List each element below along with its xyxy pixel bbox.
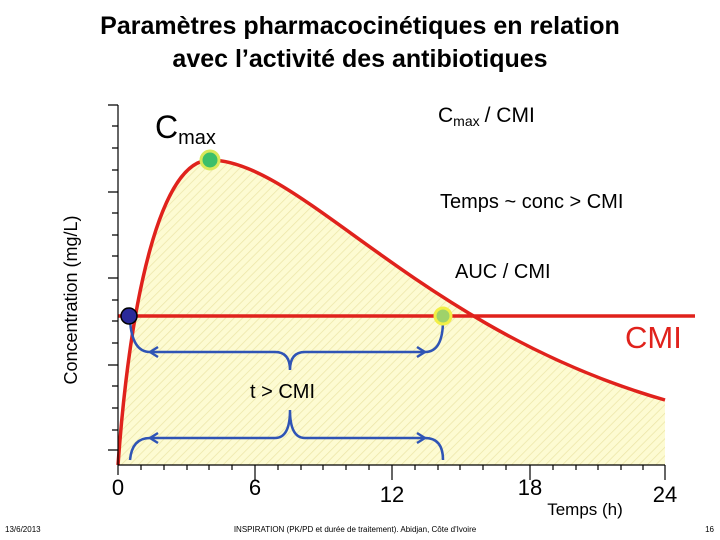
cmax-point: [199, 149, 221, 171]
t-cmi-label: t > CMI: [250, 381, 315, 403]
concentration-curve: [116, 158, 666, 466]
brackets: [128, 319, 445, 461]
x-tick-label: 0: [112, 475, 124, 500]
x-tick-label: 24: [653, 482, 677, 507]
cmi-label: CMI: [625, 320, 682, 355]
end-point: [433, 306, 453, 326]
x-tick-label: 12: [380, 482, 404, 507]
footer-source: INSPIRATION (PK/PD et durée de traitemen…: [234, 525, 477, 534]
title: avec l’activité des antibiotiques: [172, 45, 547, 73]
y-axis-label: Concentration (mg/L): [61, 215, 81, 384]
auc-area: [118, 160, 665, 465]
auc-label: AUC / CMI: [455, 261, 551, 283]
footer-date: 13/6/2013: [5, 525, 41, 534]
x-tick-label: 18: [518, 475, 542, 500]
x-tick-label: 6: [249, 475, 261, 500]
x-axis-label: Temps (h): [547, 500, 623, 519]
footer-page: 16: [705, 525, 714, 534]
cmax-label: Cmax: [155, 109, 216, 149]
title: Paramètres pharmacocinétiques en relatio…: [100, 12, 620, 40]
start-point: [120, 307, 138, 325]
axes: [108, 104, 666, 480]
time-over-label: Temps ~ conc > CMI: [440, 191, 623, 213]
cmax-cmi-label: Cmax / CMI: [438, 104, 535, 129]
